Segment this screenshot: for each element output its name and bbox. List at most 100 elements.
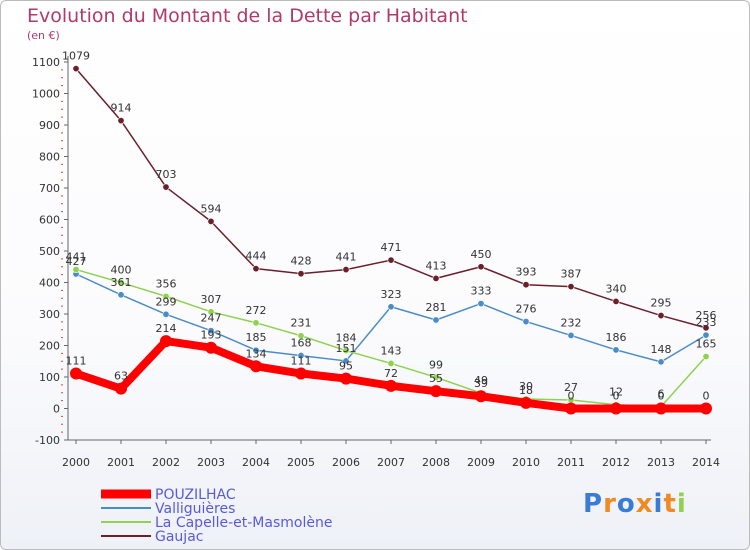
- y-minor-tick: [61, 297, 63, 299]
- legend-item: Gaujac: [101, 529, 203, 545]
- data-point: [117, 278, 125, 286]
- data-point: [162, 292, 170, 300]
- data-point: [567, 331, 575, 339]
- y-minor-tick: [61, 116, 63, 118]
- data-label: 55: [429, 372, 443, 385]
- y-minor-tick: [61, 258, 63, 260]
- data-point: [207, 308, 215, 316]
- data-point: [567, 283, 575, 291]
- y-tick-label: 200: [39, 340, 60, 353]
- data-point: [342, 357, 350, 365]
- data-label: 99: [429, 358, 443, 371]
- data-label: 703: [156, 168, 177, 181]
- x-tick-label: 2003: [197, 456, 225, 469]
- y-tick-label: 0: [53, 403, 60, 416]
- series-pouzilhac: [70, 335, 712, 415]
- data-label: 214: [156, 322, 177, 335]
- x-tick-label: 2011: [557, 456, 585, 469]
- data-label: 134: [246, 347, 267, 360]
- x-tick-label: 2012: [602, 456, 630, 469]
- data-label: 0: [613, 390, 620, 403]
- data-label: 256: [696, 309, 717, 322]
- data-label: 272: [246, 304, 267, 317]
- chart-unit: (en €): [27, 29, 60, 42]
- y-minor-tick: [61, 274, 63, 276]
- y-minor-tick: [61, 226, 63, 228]
- data-point: [72, 266, 80, 274]
- legend-label: POUZILHAC: [155, 487, 236, 503]
- data-point: [297, 332, 305, 340]
- y-minor-tick: [61, 431, 63, 433]
- x-tick-label: 2004: [242, 456, 270, 469]
- y-tick-label: -100: [35, 434, 60, 447]
- data-label: 95: [339, 360, 353, 373]
- data-label: 111: [291, 355, 312, 368]
- data-label: 63: [114, 370, 128, 383]
- y-minor-tick: [61, 163, 63, 165]
- logo-letter: o: [616, 489, 636, 519]
- y-minor-tick: [61, 400, 63, 402]
- data-label: 276: [516, 303, 537, 316]
- x-tick-label: 2001: [107, 456, 135, 469]
- data-label: 18: [519, 384, 533, 397]
- y-tick-label: 300: [39, 308, 60, 321]
- y-minor-tick: [61, 423, 63, 425]
- data-label: 232: [561, 316, 582, 329]
- data-label: 39: [474, 377, 488, 390]
- x-tick-label: 2006: [332, 456, 360, 469]
- data-point: [432, 373, 440, 381]
- data-point: [702, 353, 710, 361]
- x-tick-label: 2014: [692, 456, 720, 469]
- logo-letter: t: [663, 489, 677, 519]
- y-minor-tick: [61, 321, 63, 323]
- logo-letter: i: [653, 489, 664, 519]
- y-minor-tick: [61, 234, 63, 236]
- y-minor-tick: [61, 100, 63, 102]
- y-tick-label: 500: [39, 245, 60, 258]
- data-point: [117, 117, 125, 125]
- data-point: [387, 303, 395, 311]
- legend-item: La Capelle-et-Masmolène: [101, 515, 332, 531]
- y-minor-tick: [61, 179, 63, 181]
- data-point: [160, 335, 172, 348]
- data-label: 281: [426, 301, 447, 314]
- x-tick-label: 2002: [152, 456, 180, 469]
- data-label: 441: [66, 251, 87, 264]
- data-label: 295: [651, 297, 672, 310]
- axes: -100010020030040050060070080090010001100…: [32, 56, 720, 469]
- y-tick-label: 1000: [32, 88, 60, 101]
- legend-item: Valliguières: [101, 501, 235, 517]
- y-minor-tick: [61, 266, 63, 268]
- data-point: [522, 281, 530, 289]
- x-tick-label: 2009: [467, 456, 495, 469]
- y-minor-tick: [61, 384, 63, 386]
- y-minor-tick: [61, 360, 63, 362]
- data-point: [475, 390, 487, 403]
- data-point: [387, 256, 395, 264]
- data-labels-layer: 1079 914 703 594 444 428 441 471 413 450 393 387 340…: [62, 50, 717, 403]
- data-label: 594: [201, 202, 222, 215]
- data-point: [252, 346, 260, 354]
- data-point: [252, 319, 260, 327]
- data-label: 361: [111, 276, 132, 289]
- y-minor-tick: [61, 305, 63, 307]
- data-point: [115, 382, 127, 395]
- data-label: 1079: [62, 50, 90, 63]
- y-minor-tick: [61, 368, 63, 370]
- legend-label: Valliguières: [155, 501, 235, 517]
- x-tick-label: 2008: [422, 456, 450, 469]
- data-label: 193: [201, 329, 222, 342]
- data-point: [657, 358, 665, 366]
- y-minor-tick: [61, 337, 63, 339]
- data-point: [252, 265, 260, 273]
- y-tick-label: 800: [39, 151, 60, 164]
- data-point: [430, 385, 442, 398]
- y-tick-label: 700: [39, 182, 60, 195]
- data-label: 6: [658, 388, 665, 401]
- series-gaujac: [72, 65, 710, 332]
- series-valligui-res: [72, 270, 710, 366]
- data-label: 12: [609, 386, 623, 399]
- data-label: 914: [111, 102, 132, 115]
- y-minor-tick: [61, 415, 63, 417]
